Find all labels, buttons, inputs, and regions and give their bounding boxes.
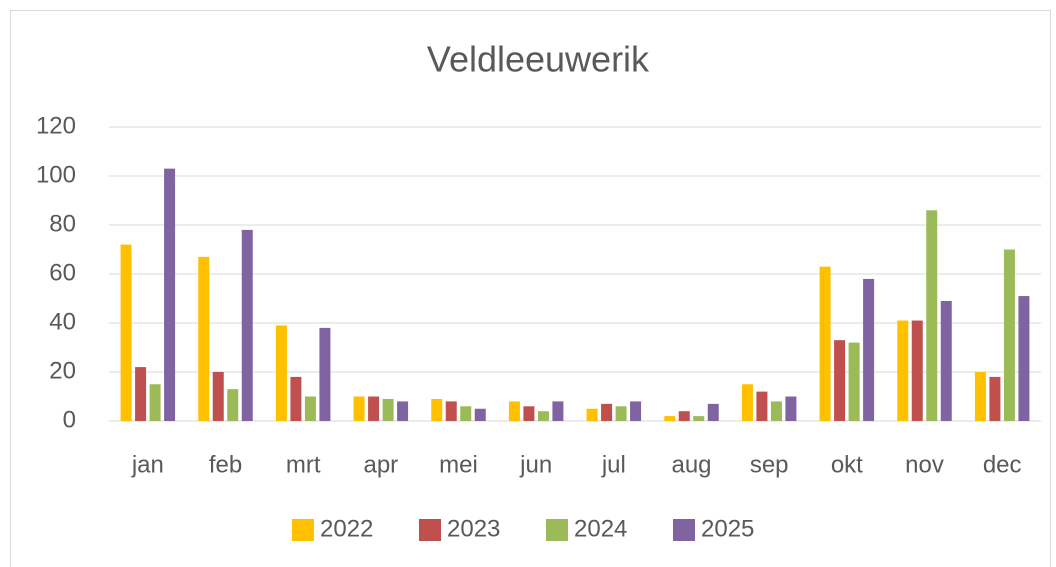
bar: [290, 376, 302, 421]
bar: [940, 300, 952, 421]
x-tick-label: jul: [601, 451, 626, 478]
bar: [445, 401, 457, 421]
bar: [601, 403, 613, 421]
bar: [460, 406, 472, 421]
legend-label: 2022: [320, 515, 373, 542]
x-tick-label: jun: [519, 451, 552, 478]
x-tick-label: mrt: [286, 451, 321, 478]
y-tick-label: 100: [36, 161, 76, 188]
bar: [164, 168, 176, 421]
bar: [368, 396, 380, 421]
bar: [678, 411, 690, 421]
bar: [819, 266, 831, 421]
chart-title: Veldleeuwerik: [427, 39, 650, 80]
bar: [198, 256, 210, 421]
bar: [770, 401, 782, 421]
bar: [756, 391, 768, 421]
y-tick-label: 40: [49, 308, 76, 335]
bar: [241, 229, 253, 421]
bar: [227, 389, 239, 421]
bar: [537, 411, 549, 421]
y-tick-label: 60: [49, 259, 76, 286]
bar: [848, 342, 860, 421]
bar: [707, 403, 719, 421]
legend-swatch: [673, 519, 695, 541]
bar: [911, 320, 923, 421]
bar: [615, 406, 627, 421]
bar: [431, 398, 443, 421]
x-tick-label: okt: [831, 451, 863, 478]
bar: [1018, 296, 1030, 421]
x-tick-label: feb: [209, 451, 242, 478]
y-tick-label: 20: [49, 357, 76, 384]
y-tick-label: 0: [63, 406, 76, 433]
legend-swatch: [419, 519, 441, 541]
bar: [630, 401, 642, 421]
bar: [353, 396, 365, 421]
legend-swatch: [546, 519, 568, 541]
bar: [926, 210, 938, 421]
bar: [135, 367, 147, 421]
bar: [382, 398, 394, 421]
y-tick-label: 120: [36, 112, 76, 139]
bar: [212, 372, 224, 421]
bar: [523, 406, 535, 421]
bar: [586, 408, 598, 421]
x-tick-label: mei: [439, 451, 478, 478]
bar: [397, 401, 409, 421]
bar: [120, 244, 132, 421]
legend-label: 2023: [447, 515, 500, 542]
bar: [275, 325, 287, 421]
x-tick-label: jan: [131, 451, 164, 478]
legend-swatch: [292, 519, 314, 541]
bar: [741, 384, 753, 421]
bar: [319, 327, 331, 421]
bar: [974, 372, 986, 421]
bar: [508, 401, 520, 421]
legend-label: 2024: [574, 515, 627, 542]
x-tick-label: dec: [983, 451, 1022, 478]
bar: [552, 401, 564, 421]
bar: [474, 408, 486, 421]
legend-label: 2025: [701, 515, 754, 542]
bar: [785, 396, 797, 421]
x-tick-label: nov: [905, 451, 944, 478]
bar: [693, 416, 705, 421]
x-tick-label: sep: [750, 451, 789, 478]
bar: [1003, 249, 1015, 421]
bar: [664, 416, 676, 421]
x-tick-label: apr: [363, 451, 398, 478]
bar: [989, 376, 1001, 421]
y-tick-label: 80: [49, 210, 76, 237]
x-tick-label: aug: [671, 451, 711, 478]
chart-border: [10, 10, 1051, 567]
bar: [834, 340, 846, 421]
bar: [304, 396, 316, 421]
bar: [897, 320, 909, 421]
bar: [149, 384, 161, 421]
bar: [863, 278, 875, 421]
